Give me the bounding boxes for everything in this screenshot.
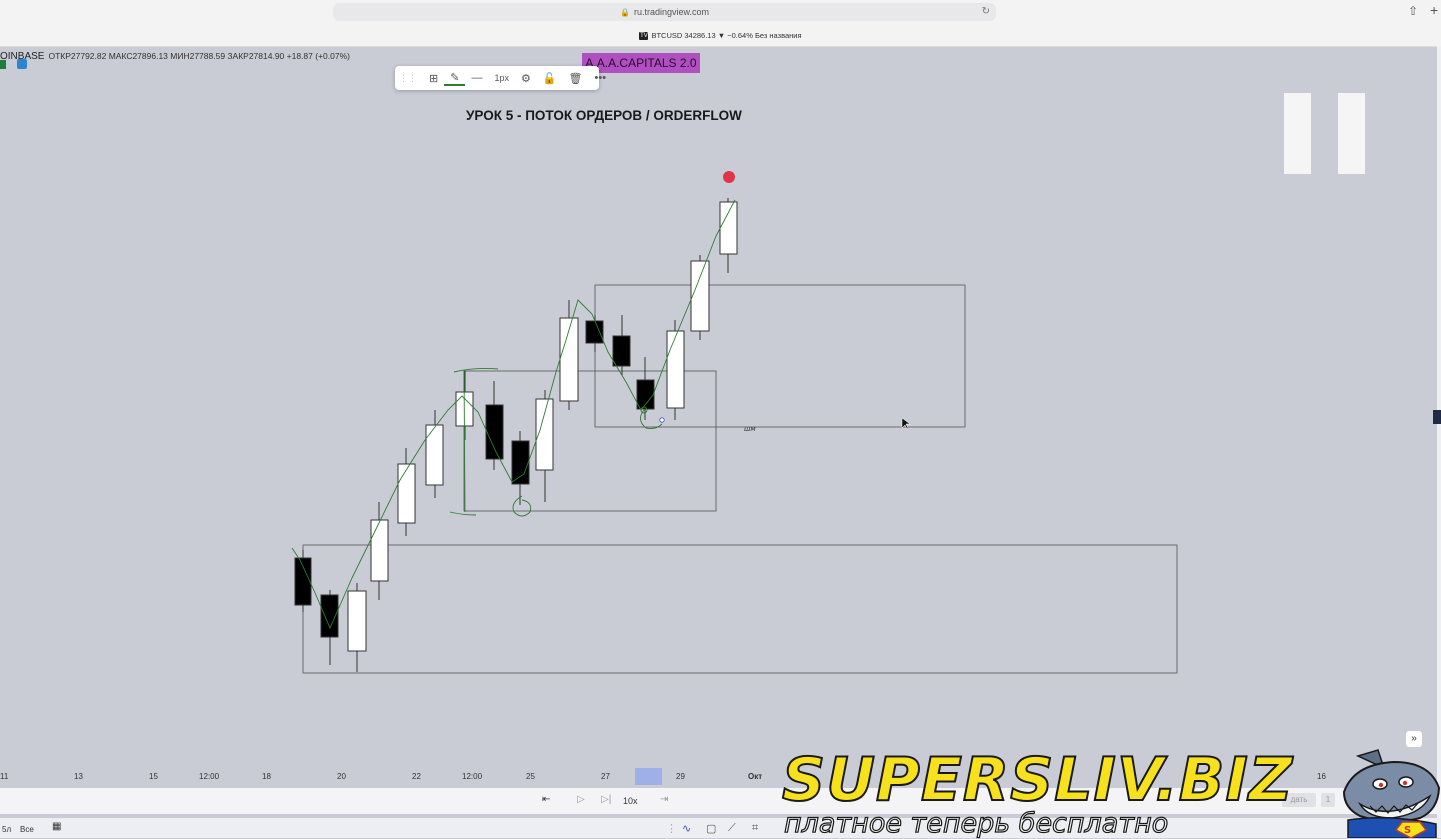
ohlc-values: ОТКР27792.82 МАКС27896.13 МИН27788.59 ЗА… xyxy=(48,51,350,61)
line-style-icon[interactable]: — xyxy=(471,72,483,84)
url-text: ru.tradingview.com xyxy=(633,7,709,17)
fib-tool-icon[interactable]: ⌗ xyxy=(752,822,759,834)
price-label xyxy=(1433,410,1441,424)
jump-to-realtime-icon[interactable]: ⇥ xyxy=(660,794,669,805)
time-tick: 25 xyxy=(526,772,535,781)
faded-button: дать xyxy=(1282,793,1316,807)
settings-gear-icon[interactable]: ⚙ xyxy=(520,72,531,85)
browser-toolbar: 🔒 ru.tradingview.com ↻ ⇧ + xyxy=(0,0,1441,29)
pencil-color-icon[interactable]: ✎ xyxy=(444,71,466,86)
zone-rectangle[interactable] xyxy=(594,284,966,428)
chart-canvas[interactable]: шм xyxy=(0,46,1441,768)
drag-handle-icon[interactable]: ⋮⋮ xyxy=(399,72,417,83)
hand-annotations xyxy=(449,367,663,517)
pause-icon[interactable] xyxy=(1284,93,1311,174)
template-icon[interactable]: ⊞ xyxy=(429,72,439,85)
favorite-icon[interactable] xyxy=(17,59,27,69)
mouse-cursor-icon xyxy=(901,417,911,430)
symbol-label[interactable]: OINBASE xyxy=(0,51,45,62)
replay-bar: ⇤ ▷ ▷| 10x ⇥ xyxy=(0,788,1441,814)
ohlc-legend: OINBASE ОТКР27792.82 МАКС27896.13 МИН2778… xyxy=(0,51,350,62)
jump-to-start-icon[interactable]: ⇤ xyxy=(542,794,551,805)
svg-text:S: S xyxy=(1404,825,1411,836)
time-tick: 29 xyxy=(676,772,685,781)
time-tick: 12:00 xyxy=(462,772,483,781)
time-tick: 22 xyxy=(412,772,421,781)
play-icon[interactable]: ▷ xyxy=(577,794,585,805)
lock-icon: 🔒 xyxy=(619,8,630,17)
time-tick: 20 xyxy=(337,772,346,781)
tradingview-logo-icon: TV xyxy=(639,32,649,41)
capitals-tag: A.A.A.CAPITALS 2.0 xyxy=(582,53,700,73)
calendar-icon[interactable]: ▦ xyxy=(52,821,62,832)
expand-panel-button[interactable]: » xyxy=(1406,731,1422,747)
time-tick: 13 xyxy=(74,772,83,781)
drag-handle-icon[interactable]: ⋮ xyxy=(666,823,677,835)
promo-subtitle: платное теперь бесплатно xyxy=(783,808,1169,839)
high-marker xyxy=(723,171,735,183)
lesson-title: УРОК 5 - ПОТОК ОРДЕРОВ / ORDERFLOW xyxy=(466,108,742,123)
tab-bar: TV BTCUSD 34286.13 ▼ −0.64% Без названия xyxy=(0,28,1441,69)
promo-title: SUPERSLIV.BIZ xyxy=(781,745,1294,815)
zone-rectangle[interactable] xyxy=(302,544,1178,674)
more-icon[interactable]: ••• xyxy=(594,72,607,84)
trendline-tool-icon[interactable]: ⟋ xyxy=(728,822,736,834)
time-tick: Окт xyxy=(748,772,763,781)
reload-icon[interactable]: ↻ xyxy=(981,6,990,17)
range-all-button[interactable]: Все xyxy=(20,825,34,834)
tab-title[interactable]: TV BTCUSD 34286.13 ▼ −0.64% Без названия xyxy=(0,31,1441,41)
faded-button: 1 xyxy=(1321,793,1335,807)
time-axis-highlight xyxy=(635,768,662,785)
path-handle[interactable] xyxy=(659,417,665,423)
time-tick: 16 xyxy=(1317,772,1326,781)
trash-icon[interactable]: 🗑 xyxy=(568,72,583,85)
replay-speed[interactable]: 10x xyxy=(623,796,638,806)
share-icon[interactable]: ⇧ xyxy=(1408,4,1419,18)
zone-rectangle[interactable] xyxy=(463,370,717,512)
drawing-toolbar: ⋮⋮ ⊞ ✎ — 1px ⚙ 🔓 🗑 ••• xyxy=(395,66,606,90)
bottom-toolbar: 5л Все ▦ xyxy=(0,818,1441,838)
time-tick: 15 xyxy=(149,772,158,781)
address-bar[interactable]: 🔒 ru.tradingview.com ↻ xyxy=(333,3,996,21)
tab-title-text: BTCUSD 34286.13 ▼ −0.64% Без названия xyxy=(651,31,802,40)
time-axis[interactable]: 11 13 15 12:00 18 20 22 12:00 25 27 29 О… xyxy=(0,768,1441,785)
annotation-text: шм xyxy=(744,425,756,433)
time-tick: 18 xyxy=(262,772,271,781)
time-tick: 11 xyxy=(0,772,9,781)
time-tick: 12:00 xyxy=(199,772,220,781)
time-tick: 27 xyxy=(601,772,610,781)
path-tool-icon[interactable]: ∿ xyxy=(682,823,692,835)
range-5y-button[interactable]: 5л xyxy=(2,825,12,834)
favorite-icon[interactable] xyxy=(0,60,6,69)
plus-icon[interactable]: + xyxy=(1430,2,1439,18)
lock-icon[interactable]: 🔓 xyxy=(542,72,557,85)
right-price-scale xyxy=(1437,46,1441,826)
shark-mascot-icon: S xyxy=(1342,749,1441,838)
candles xyxy=(294,198,738,672)
price-path-drawing[interactable] xyxy=(291,199,736,630)
rectangle-tool-icon[interactable]: ▢ xyxy=(706,823,717,835)
line-width-select[interactable]: 1px xyxy=(494,73,509,83)
step-forward-icon[interactable]: ▷| xyxy=(601,794,612,805)
pause-icon[interactable] xyxy=(1338,93,1365,174)
drawing-tools-bar: ⋮ ∿ ▢ ⟋ ⌗ xyxy=(662,820,832,838)
